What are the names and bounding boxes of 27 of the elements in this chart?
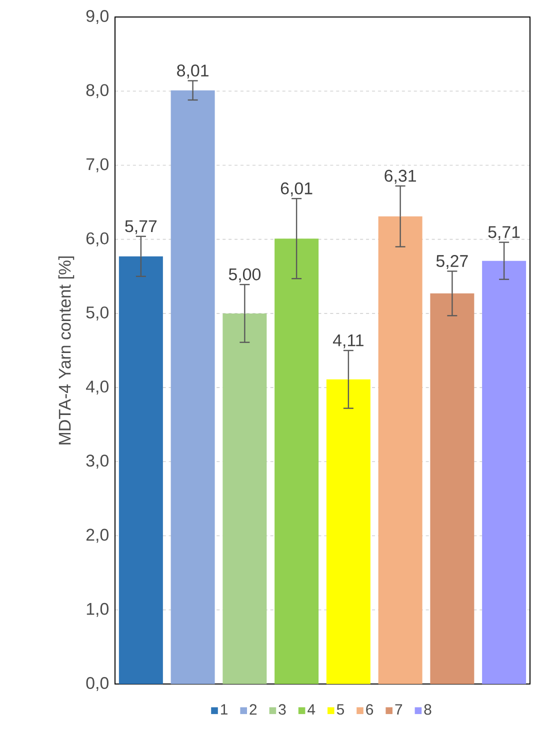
legend-label: 2	[250, 704, 257, 715]
data-label: 5,27	[436, 255, 468, 269]
y-tick-label: 4,0	[86, 380, 108, 395]
legend-label: 4	[308, 704, 316, 715]
y-tick-label: 7,0	[86, 158, 108, 172]
y-tick-label: 9,0	[86, 10, 108, 24]
y-axis-title: MDTA-4 Yarn content [%]	[58, 256, 74, 444]
y-tick-label: 0,0	[86, 676, 108, 691]
y-tick-label: 2,0	[86, 528, 108, 543]
y-tick-label: 3,0	[86, 454, 108, 469]
data-label: 5,71	[488, 226, 520, 240]
data-label: 8,01	[177, 64, 208, 79]
data-label: 6,01	[280, 182, 312, 196]
legend-label: 8	[424, 704, 432, 715]
data-label: 4,11	[332, 334, 364, 348]
data-label: 6,31	[384, 170, 416, 184]
y-tick-label: 1,0	[86, 602, 108, 617]
legend-label: 6	[366, 704, 374, 715]
y-tick-label: 5,0	[86, 306, 108, 320]
legend-label: 1	[221, 704, 228, 715]
data-label: 5,00	[228, 268, 261, 282]
y-tick-label: 6,0	[86, 232, 108, 246]
legend-label: 7	[395, 704, 402, 715]
y-tick-label: 8,0	[86, 84, 108, 98]
data-label: 5,77	[125, 220, 157, 234]
legend-label: 5	[336, 704, 344, 715]
legend-label: 3	[278, 704, 286, 715]
